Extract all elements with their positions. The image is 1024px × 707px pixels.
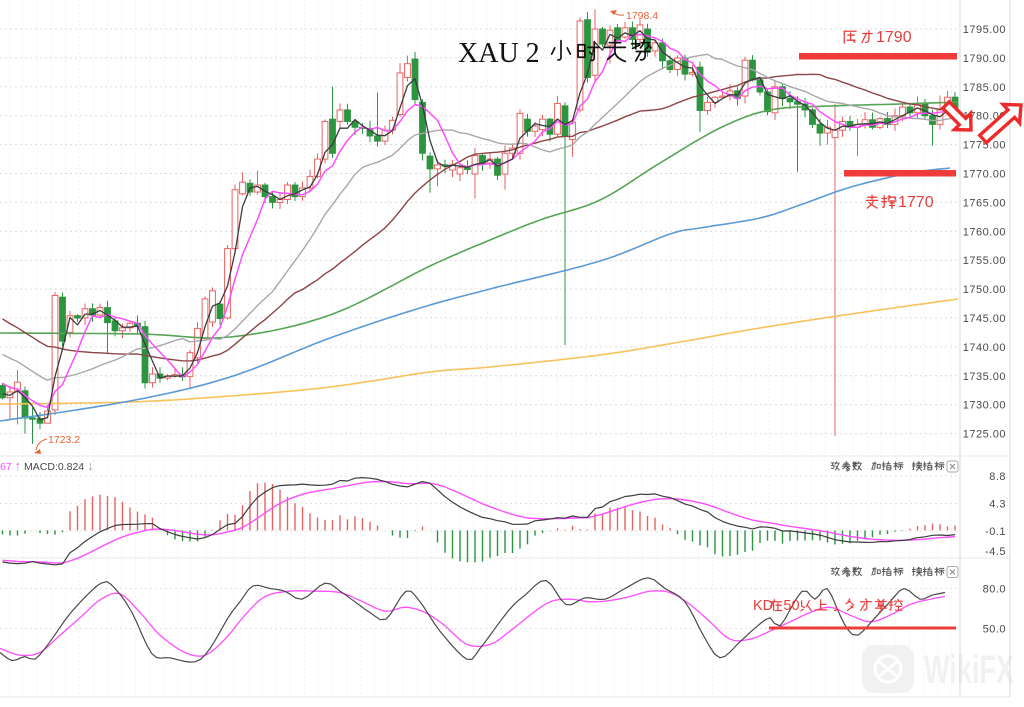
svg-text:KD: KD	[753, 598, 773, 614]
svg-text:80.0: 80.0	[983, 584, 1006, 596]
svg-text:1735.00: 1735.00	[963, 371, 1006, 383]
svg-text:1755.00: 1755.00	[963, 255, 1006, 267]
svg-text:50.0: 50.0	[983, 624, 1006, 636]
svg-text:1745.00: 1745.00	[963, 313, 1006, 325]
svg-text:1790.00: 1790.00	[963, 53, 1006, 65]
svg-text:1725.00: 1725.00	[963, 429, 1006, 441]
svg-text:1798.4: 1798.4	[626, 10, 658, 22]
svg-text:1795.00: 1795.00	[963, 24, 1006, 36]
svg-text:1765.00: 1765.00	[963, 197, 1006, 209]
svg-text:4.3: 4.3	[989, 499, 1006, 511]
svg-text:-4.5: -4.5	[985, 546, 1006, 558]
svg-text:1760.00: 1760.00	[963, 226, 1006, 238]
svg-text:XAU 2: XAU 2	[458, 38, 540, 69]
svg-text:1750.00: 1750.00	[963, 284, 1006, 296]
svg-text:1785.00: 1785.00	[963, 82, 1006, 94]
svg-text:67 ↑ MACD:0.824 ↓: 67 ↑ MACD:0.824 ↓	[0, 458, 94, 473]
svg-text:8.8: 8.8	[989, 471, 1006, 483]
svg-text:1790: 1790	[876, 29, 912, 46]
svg-text:WikiFX: WikiFX	[924, 648, 1014, 692]
svg-text:1775.00: 1775.00	[963, 140, 1006, 152]
svg-text:50: 50	[783, 598, 799, 614]
svg-text:1770.00: 1770.00	[963, 169, 1006, 181]
svg-text:1730.00: 1730.00	[963, 400, 1006, 412]
svg-text:1723.2: 1723.2	[48, 434, 80, 446]
svg-text:1770: 1770	[898, 194, 934, 211]
svg-text:1740.00: 1740.00	[963, 342, 1006, 354]
svg-text:-0.1: -0.1	[985, 526, 1006, 538]
